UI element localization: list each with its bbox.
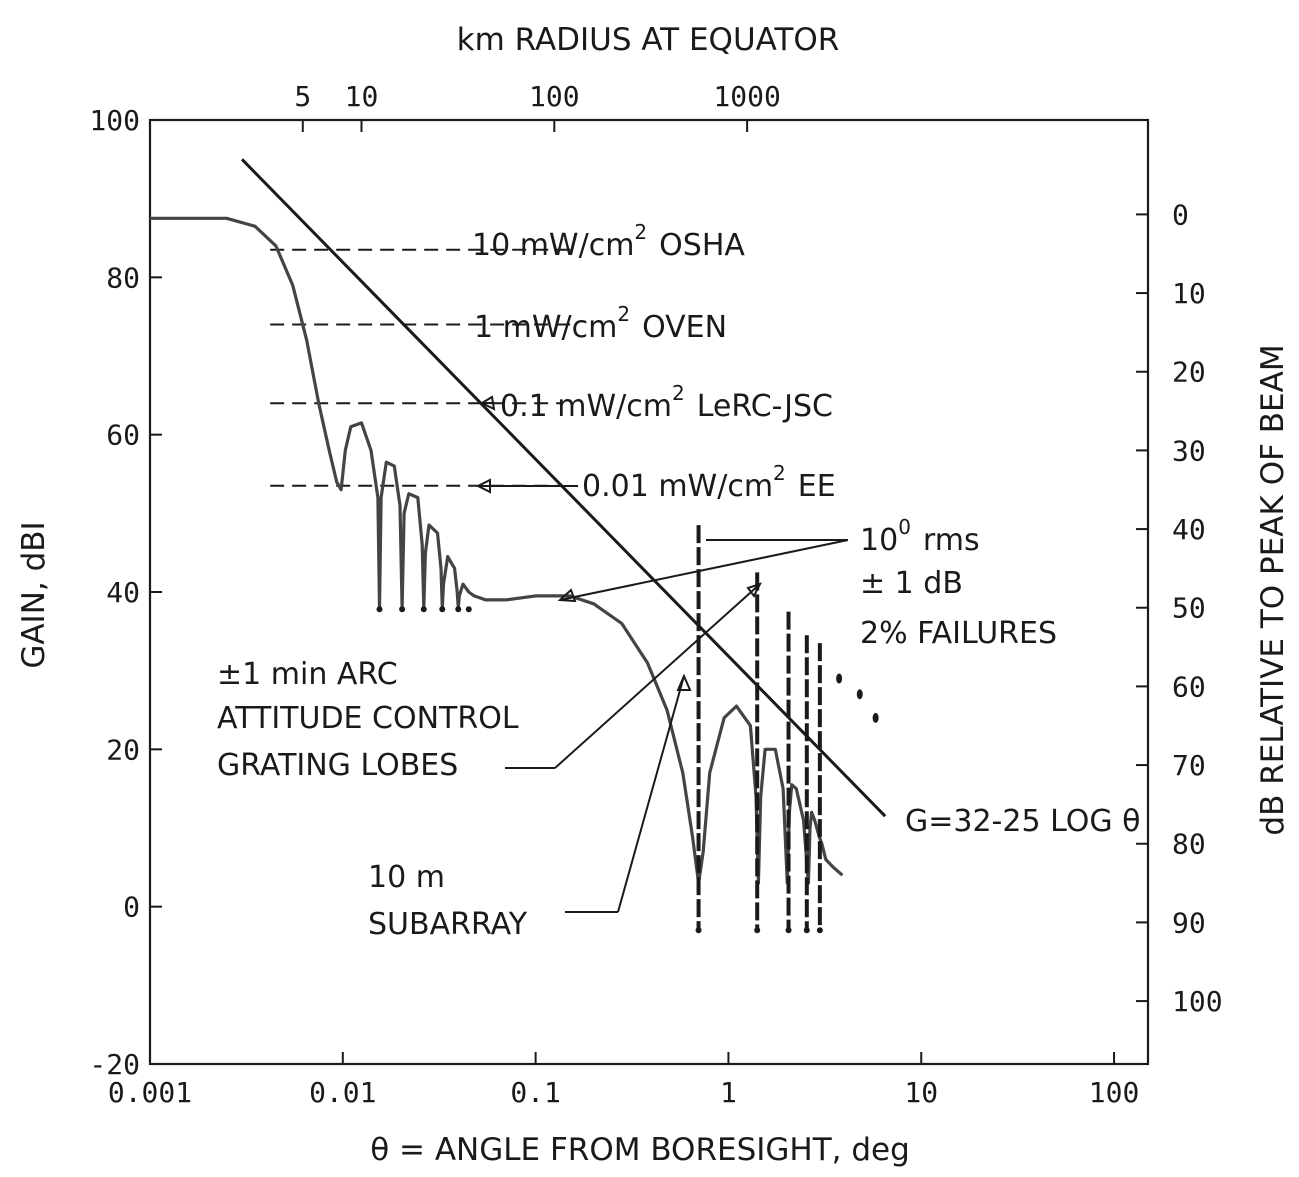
top-tick-label: 10: [345, 80, 379, 113]
arrowhead: [746, 582, 762, 598]
y-tick-label: 20: [106, 733, 140, 766]
y-tick-label: 60: [106, 419, 140, 452]
y2-tick-label: 60: [1172, 670, 1206, 703]
x-tick-label: 0.01: [309, 1076, 376, 1109]
x-tick-label: 100: [1089, 1076, 1140, 1109]
null-dot: [455, 606, 462, 613]
top-axis-title: km RADIUS AT EQUATOR: [457, 22, 840, 58]
label-lerc-prefix: 0.1 mW/cm: [500, 389, 672, 424]
x-tick-label: 0.001: [108, 1076, 192, 1109]
label-ee: 0.01 mW/cm2 EE: [582, 461, 836, 504]
label-rms-exp: 0: [898, 515, 911, 539]
scatter-point: [872, 712, 879, 723]
null-dot: [465, 606, 472, 613]
top-tick-label: 5: [294, 80, 311, 113]
envelope-line: [240, 158, 887, 818]
label-osha-suffix: OSHA: [659, 228, 745, 263]
null-dot: [420, 606, 427, 613]
scatter-point: [856, 689, 863, 700]
label-arc: ±1 min ARC: [217, 657, 398, 692]
label-subarray-1: 10 m: [368, 860, 445, 895]
label-attitude: ATTITUDE CONTROL: [217, 701, 519, 736]
y2-tick-label: 50: [1172, 592, 1206, 625]
grating-lobe-dot: [803, 927, 810, 934]
null-dot: [399, 606, 406, 613]
label-rms: 100 rms: [860, 515, 980, 558]
arrowhead: [475, 478, 491, 494]
y2-tick-label: 10: [1172, 277, 1206, 310]
label-rms-suffix: rms: [923, 523, 980, 558]
label-oven: 1 mW/cm2 OVEN: [474, 302, 727, 345]
y2-tick-label: 20: [1172, 356, 1206, 389]
y-tick-label: 0: [123, 891, 140, 924]
grating-lobe-dot: [754, 927, 761, 934]
label-lerc-sq: 2: [672, 381, 685, 405]
label-oven-suffix: OVEN: [642, 310, 727, 345]
y2-tick-label: 0: [1172, 198, 1189, 231]
null-dot: [439, 606, 446, 613]
label-lerc: 0.1 mW/cm2 LeRC-JSC: [500, 381, 833, 424]
y-tick-label: 40: [106, 576, 140, 609]
x-tick-label: 1: [720, 1076, 737, 1109]
label-oven-prefix: 1 mW/cm: [474, 310, 617, 345]
x-tick-label: 0.1: [510, 1076, 561, 1109]
x-tick-label: 10: [904, 1076, 938, 1109]
null-dot: [376, 606, 383, 613]
y-tick-label: 100: [89, 104, 140, 137]
y2-tick-label: 80: [1172, 828, 1206, 861]
label-lerc-suffix: LeRC-JSC: [697, 389, 833, 424]
axes: [148, 118, 1150, 1066]
label-grating: GRATING LOBES: [217, 748, 458, 783]
grating-lobe-dot: [785, 927, 792, 934]
label-osha-sq: 2: [634, 220, 647, 244]
label-ee-prefix: 0.01 mW/cm: [582, 469, 773, 504]
arrowhead: [676, 673, 692, 691]
x-axis-title: θ = ANGLE FROM BORESIGHT, deg: [370, 1132, 910, 1168]
top-tick-label: 1000: [713, 80, 780, 113]
label-osha-prefix: 10 mW/cm: [472, 228, 634, 263]
label-formula: G=32-25 LOG θ: [905, 804, 1141, 839]
label-rms-base: 10: [860, 523, 898, 558]
y-tick-label: -20: [89, 1048, 140, 1081]
top-tick-label: 100: [529, 80, 580, 113]
arrowhead: [557, 588, 577, 603]
leader-line: [617, 675, 685, 913]
y2-tick-label: 90: [1172, 906, 1206, 939]
label-osha: 10 mW/cm2 OSHA: [472, 220, 745, 263]
grating-lobe-dot: [816, 927, 823, 934]
series: [150, 158, 887, 934]
y2-tick-label: 100: [1172, 985, 1223, 1018]
label-pm-db: ± 1 dB: [860, 566, 963, 601]
axis-ticks: 0.001 0.01 0.1 1 10 100100806040200-200102030…: [89, 80, 1222, 1109]
annotation-leaders: [475, 395, 849, 913]
label-ee-suffix: EE: [798, 469, 836, 504]
grating-lobe-dot: [695, 927, 702, 934]
y2-tick-label: 70: [1172, 749, 1206, 782]
y2-tick-label: 30: [1172, 434, 1206, 467]
label-ee-sq: 2: [773, 461, 786, 485]
leader-line: [559, 539, 849, 601]
label-subarray-2: SUBARRAY: [368, 907, 528, 942]
label-oven-sq: 2: [617, 302, 630, 326]
arrowhead: [479, 395, 496, 411]
label-failures: 2% FAILURES: [860, 616, 1057, 651]
leader-line: [554, 583, 761, 769]
y2-axis-title: dB RELATIVE TO PEAK OF BEAM: [1255, 344, 1291, 835]
y-axis-title: GAIN, dBI: [16, 521, 52, 668]
plot-frame: [148, 118, 1150, 1066]
scatter-point: [836, 673, 843, 684]
y-tick-label: 80: [106, 261, 140, 294]
y2-tick-label: 40: [1172, 513, 1206, 546]
